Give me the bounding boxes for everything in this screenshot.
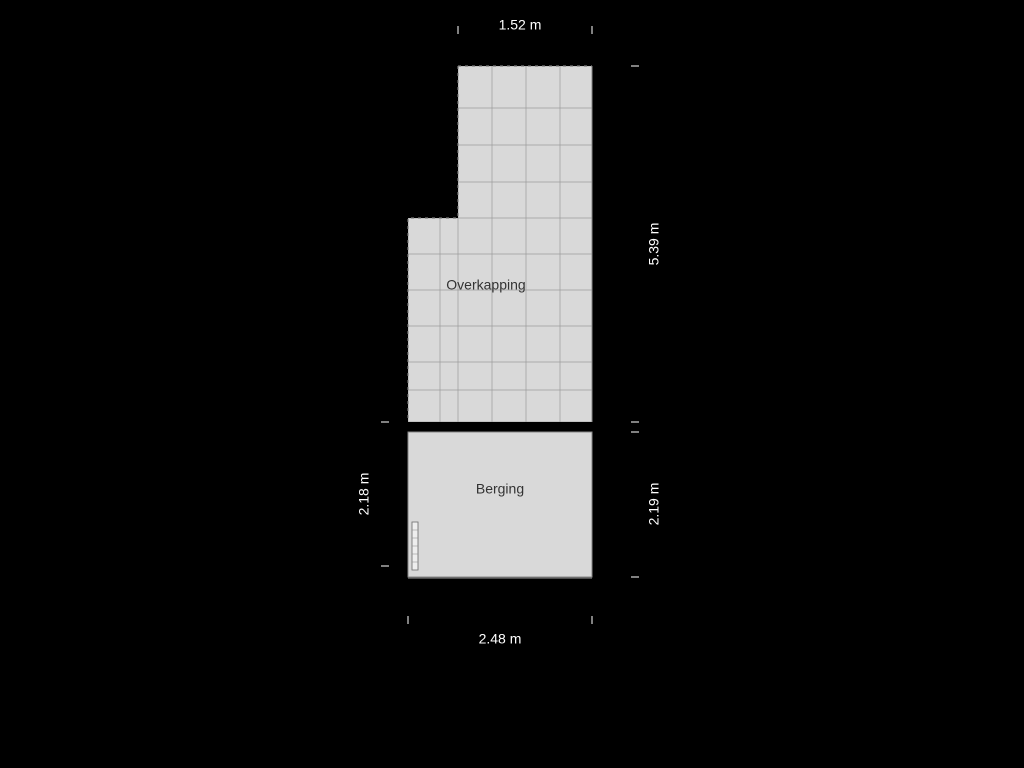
dim-left-lower: 2.18 m [356, 473, 372, 516]
dim-right-lower: 2.19 m [646, 483, 662, 526]
berging-region [408, 432, 592, 577]
overkapping-region [408, 66, 592, 422]
berging-label: Berging [476, 481, 524, 497]
dim-top: 1.52 m [499, 17, 542, 33]
floorplan-canvas: Overkapping Berging 1.52 m 2.48 m 5.39 m 2.19… [0, 0, 1024, 768]
dim-right-upper: 5.39 m [646, 223, 662, 266]
dim-bottom: 2.48 m [479, 631, 522, 647]
berging-door-icon [412, 522, 418, 570]
overkapping-label: Overkapping [446, 277, 525, 293]
